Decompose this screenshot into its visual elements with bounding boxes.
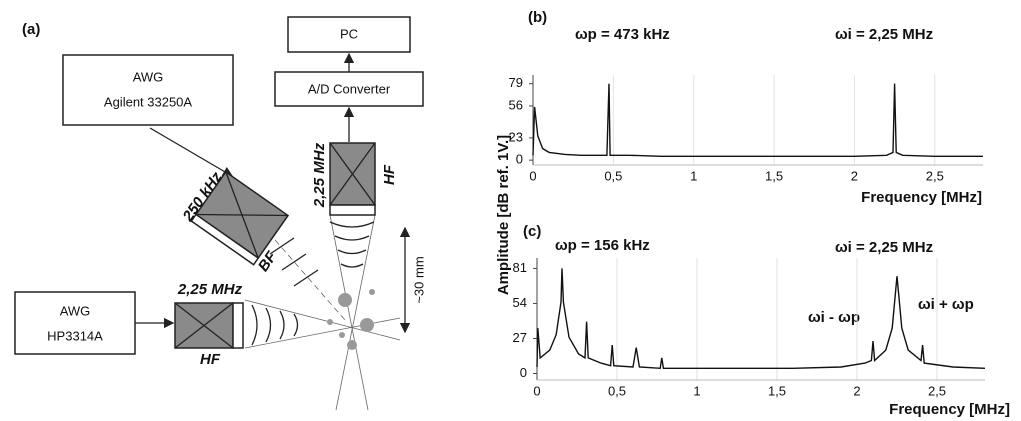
y-tick-label: 79 (509, 75, 523, 90)
transducer-cross (174, 302, 234, 349)
bubble (338, 293, 352, 307)
x-tick-label: 2 (853, 383, 860, 398)
annotation: ωi = 2,25 MHz (835, 26, 933, 43)
y-tick-label: 56 (509, 97, 523, 112)
x-tick-label: 2,5 (928, 383, 946, 398)
transducer-cross (329, 142, 376, 206)
bubble (360, 318, 374, 332)
arrow (149, 127, 234, 177)
spectrum-line (532, 83, 983, 157)
setup-diagram: (a) AWG Agilent 33250A PC A/D Converter … (14, 16, 426, 411)
x-tick-label: 1 (693, 383, 700, 398)
x-tick-label: 1,5 (768, 383, 786, 398)
pc-box (287, 16, 411, 53)
adc-box (274, 71, 424, 107)
y-axis-label: Amplitude [dB ref. 1V.] (495, 135, 512, 295)
transducer-label: 2,25 MHz (311, 142, 328, 208)
x-tick-label: 0,5 (604, 168, 622, 183)
x-tick-label: 2,5 (926, 168, 944, 183)
x-tick-label: 1,5 (765, 168, 783, 183)
y-tick-label: 54 (513, 295, 527, 310)
y-tick-label: 27 (513, 330, 527, 345)
panel-label: (a) (22, 21, 40, 38)
distance-label: ~30 mm (411, 256, 426, 303)
box-text: Agilent 33250A (104, 94, 193, 109)
box-text: A/D Converter (308, 81, 391, 96)
x-tick-label: 2 (851, 168, 858, 183)
x-axis-label: Frequency [MHz] (861, 189, 982, 206)
transducer-face (232, 302, 244, 349)
annotation: ωi = 2,25 MHz (835, 239, 933, 256)
beam (329, 214, 369, 411)
transducer-label: HF (200, 351, 221, 368)
x-tick-label: 0 (533, 383, 540, 398)
x-tick-label: 0 (529, 168, 536, 183)
bubble (327, 319, 333, 325)
x-axis-label: Frequency [MHz] (889, 401, 1010, 418)
y-tick-label: 81 (513, 260, 527, 275)
awg-box (14, 291, 136, 355)
box-text: PC (340, 26, 358, 41)
box-text: AWG (60, 303, 91, 318)
awg-box (62, 54, 234, 126)
bubble (339, 332, 345, 338)
beam (335, 214, 376, 411)
annotation: ωi + ωp (918, 296, 974, 313)
transducer-label: HF (381, 164, 398, 185)
y-tick-label: 0 (516, 152, 523, 167)
panel-label: (c) (523, 223, 541, 240)
beam (244, 317, 401, 349)
beam (244, 299, 401, 341)
spectrum-line (536, 268, 986, 370)
panel-label: (b) (528, 9, 547, 26)
x-tick-label: 1 (690, 168, 697, 183)
transducer-face (190, 213, 260, 266)
beam (274, 239, 346, 321)
transducer-cross (195, 171, 289, 259)
waves (251, 304, 299, 346)
annotation: ωp = 473 kHz (575, 26, 670, 43)
annotation: ωi - ωp (808, 309, 860, 326)
annotation: ωp = 156 kHz (555, 237, 650, 254)
transducer-label: 2,25 MHz (177, 281, 243, 298)
bubble (347, 340, 357, 350)
y-tick-label: 23 (509, 129, 523, 144)
waves (329, 221, 375, 268)
x-tick-label: 0,5 (608, 383, 626, 398)
box-text: HP3314A (47, 328, 103, 343)
box-text: AWG (133, 69, 164, 84)
y-tick-label: 0 (520, 365, 527, 380)
bubble (369, 289, 375, 295)
transducer-face (329, 204, 376, 216)
